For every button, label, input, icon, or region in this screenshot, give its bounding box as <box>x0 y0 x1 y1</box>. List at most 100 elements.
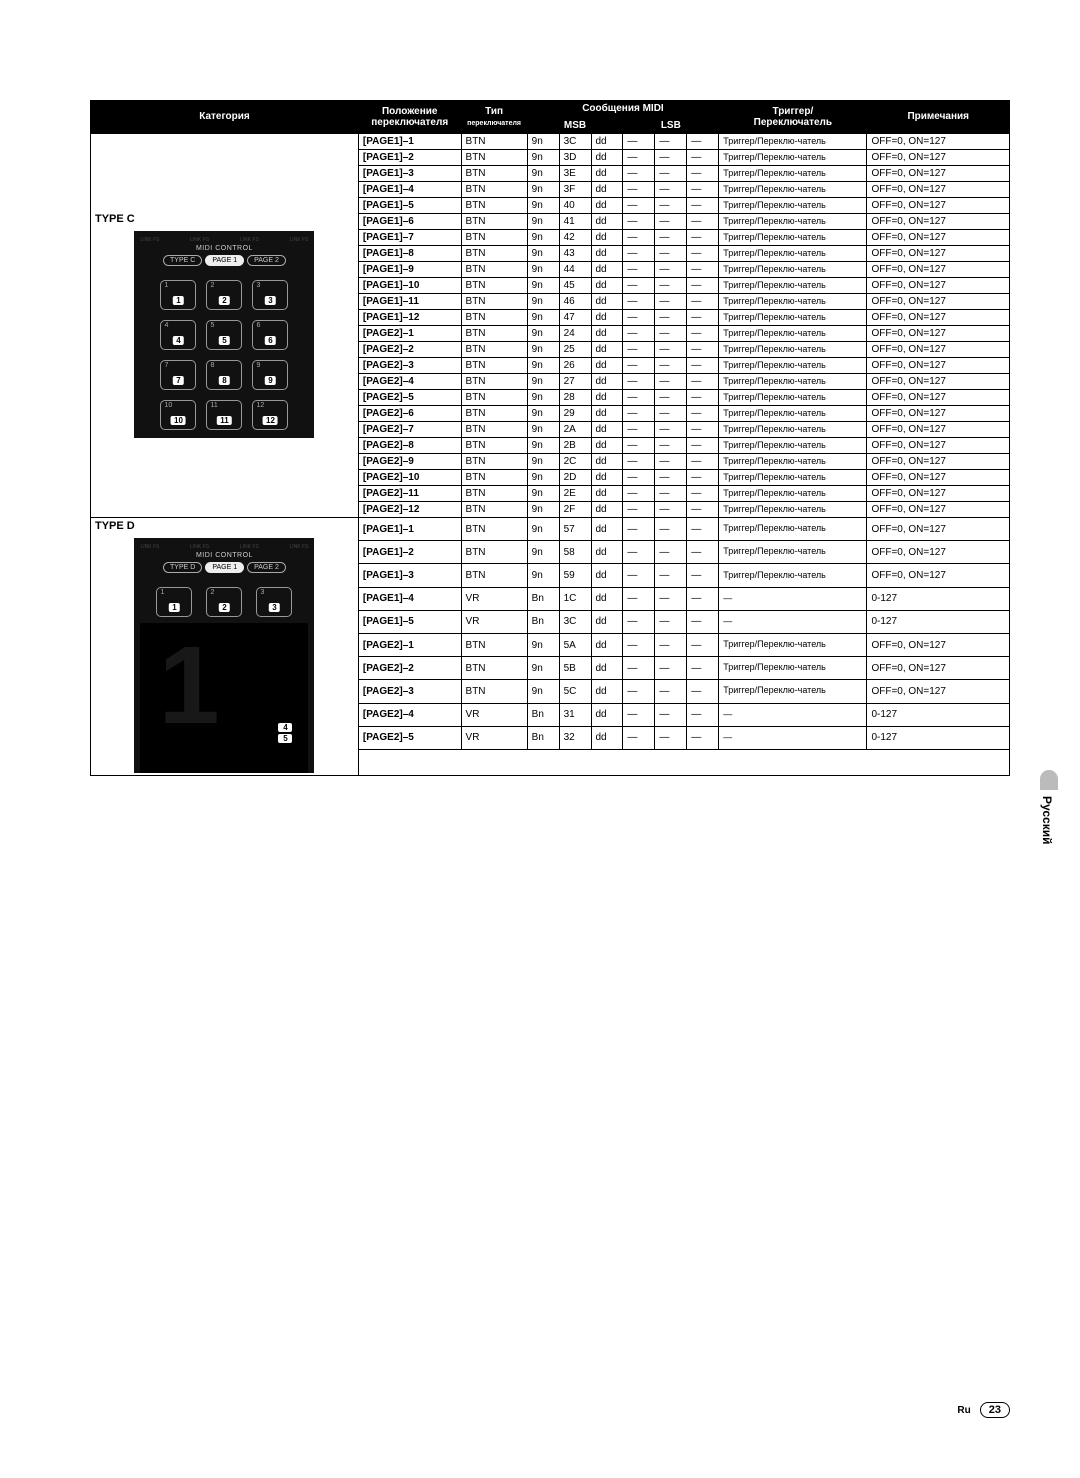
cell-lsb1: — <box>623 230 655 246</box>
cell-lsb3: — <box>687 342 719 358</box>
cell-notes: OFF=0, ON=127 <box>867 310 1010 326</box>
cell-lsb1: — <box>623 246 655 262</box>
cell-msb2: 2D <box>559 470 591 486</box>
cell-lsb2: — <box>655 406 687 422</box>
cell-lsb3: — <box>687 657 719 680</box>
cell-msb1: 9n <box>527 390 559 406</box>
cell-lsb3: — <box>687 230 719 246</box>
pill-page2: PAGE 2 <box>247 562 286 573</box>
cell-msb1: 9n <box>527 310 559 326</box>
cell-msb1: 9n <box>527 518 559 541</box>
cell-lsb1: — <box>623 587 655 610</box>
cell-msb1: 9n <box>527 246 559 262</box>
cell-lsb2: — <box>655 587 687 610</box>
cell-lsb3: — <box>687 406 719 422</box>
cell-notes: OFF=0, ON=127 <box>867 134 1010 150</box>
cell-type: BTN <box>461 150 527 166</box>
cell-msb1: 9n <box>527 406 559 422</box>
cell-notes: OFF=0, ON=127 <box>867 246 1010 262</box>
cell-trigger: Триггер/Переклю-чатель <box>719 326 867 342</box>
cell-msb2: 57 <box>559 518 591 541</box>
pad-3: 33 <box>256 587 292 617</box>
cell-notes: OFF=0, ON=127 <box>867 541 1010 564</box>
cell-trigger: Триггер/Переклю-чатель <box>719 198 867 214</box>
cell-lsb1: — <box>623 150 655 166</box>
cell-lsb2: — <box>655 294 687 310</box>
cell-msb2: 42 <box>559 230 591 246</box>
cell-type: VR <box>461 587 527 610</box>
cell-lsb3: — <box>687 214 719 230</box>
cell-msb2: 2E <box>559 486 591 502</box>
cell-msb3: dd <box>591 486 623 502</box>
hdr-notes: Примечания <box>867 101 1010 134</box>
cell-position: [PAGE2]–1 <box>358 633 461 656</box>
cell-lsb3: — <box>687 310 719 326</box>
cell-type: BTN <box>461 454 527 470</box>
cell-msb3: dd <box>591 610 623 633</box>
cell-position: [PAGE1]–5 <box>358 610 461 633</box>
cell-lsb2: — <box>655 680 687 703</box>
cell-trigger: Триггер/Переклю-чатель <box>719 680 867 703</box>
hdr-midi: Сообщения MIDI <box>527 101 719 118</box>
cell-trigger: — <box>719 587 867 610</box>
cell-notes: OFF=0, ON=127 <box>867 502 1010 518</box>
cell-msb3: dd <box>591 374 623 390</box>
mini-4: 4 <box>278 723 292 732</box>
cell-trigger: Триггер/Переклю-чатель <box>719 438 867 454</box>
cell-position: [PAGE1]–1 <box>358 134 461 150</box>
cell-lsb1: — <box>623 703 655 726</box>
hdr-lsb: LSB <box>623 117 719 134</box>
cell-type: BTN <box>461 294 527 310</box>
cell-type: BTN <box>461 134 527 150</box>
cell-lsb2: — <box>655 278 687 294</box>
midi-table: Категория Положение переключателя Тип пе… <box>90 100 1010 776</box>
cell-msb2: 2C <box>559 454 591 470</box>
cell-msb1: 9n <box>527 564 559 587</box>
cell-notes: 0-127 <box>867 610 1010 633</box>
cell-type: BTN <box>461 422 527 438</box>
cell-msb2: 2B <box>559 438 591 454</box>
cell-lsb3: — <box>687 182 719 198</box>
cell-lsb1: — <box>623 390 655 406</box>
cell-position: [PAGE1]–10 <box>358 278 461 294</box>
cell-type: BTN <box>461 326 527 342</box>
cell-msb2: 24 <box>559 326 591 342</box>
pad-7: 77 <box>160 360 196 390</box>
cell-lsb2: — <box>655 246 687 262</box>
hdr-type: Тип переключателя <box>461 101 527 134</box>
cell-msb3: dd <box>591 390 623 406</box>
pad-3: 33 <box>252 280 288 310</box>
cell-trigger: Триггер/Переклю-чатель <box>719 541 867 564</box>
table-row: TYPE C LINK FSLINK FSLINK FSLINK FS MIDI… <box>91 134 1010 150</box>
cell-lsb2: — <box>655 454 687 470</box>
cell-msb1: Bn <box>527 610 559 633</box>
cell-msb1: 9n <box>527 358 559 374</box>
cell-notes: OFF=0, ON=127 <box>867 278 1010 294</box>
cell-trigger: Триггер/Переклю-чатель <box>719 278 867 294</box>
cell-type: BTN <box>461 406 527 422</box>
cell-lsb1: — <box>623 134 655 150</box>
cell-msb3: dd <box>591 198 623 214</box>
cell-msb2: 2A <box>559 422 591 438</box>
cell-notes: OFF=0, ON=127 <box>867 198 1010 214</box>
cell-msb2: 5A <box>559 633 591 656</box>
cell-msb2: 45 <box>559 278 591 294</box>
cell-notes: OFF=0, ON=127 <box>867 422 1010 438</box>
cell-type: BTN <box>461 230 527 246</box>
cell-msb3: dd <box>591 406 623 422</box>
cell-lsb2: — <box>655 486 687 502</box>
cell-msb3: dd <box>591 703 623 726</box>
cell-lsb3: — <box>687 703 719 726</box>
page-footer: Ru 23 <box>957 1402 1010 1418</box>
cell-lsb2: — <box>655 342 687 358</box>
cell-msb2: 5C <box>559 680 591 703</box>
cell-lsb3: — <box>687 541 719 564</box>
cell-position: [PAGE1]–4 <box>358 587 461 610</box>
cell-position: [PAGE2]–7 <box>358 422 461 438</box>
cell-lsb1: — <box>623 633 655 656</box>
cell-type: BTN <box>461 310 527 326</box>
cell-type: VR <box>461 726 527 749</box>
cell-lsb1: — <box>623 326 655 342</box>
cell-msb1: 9n <box>527 278 559 294</box>
cell-lsb3: — <box>687 438 719 454</box>
